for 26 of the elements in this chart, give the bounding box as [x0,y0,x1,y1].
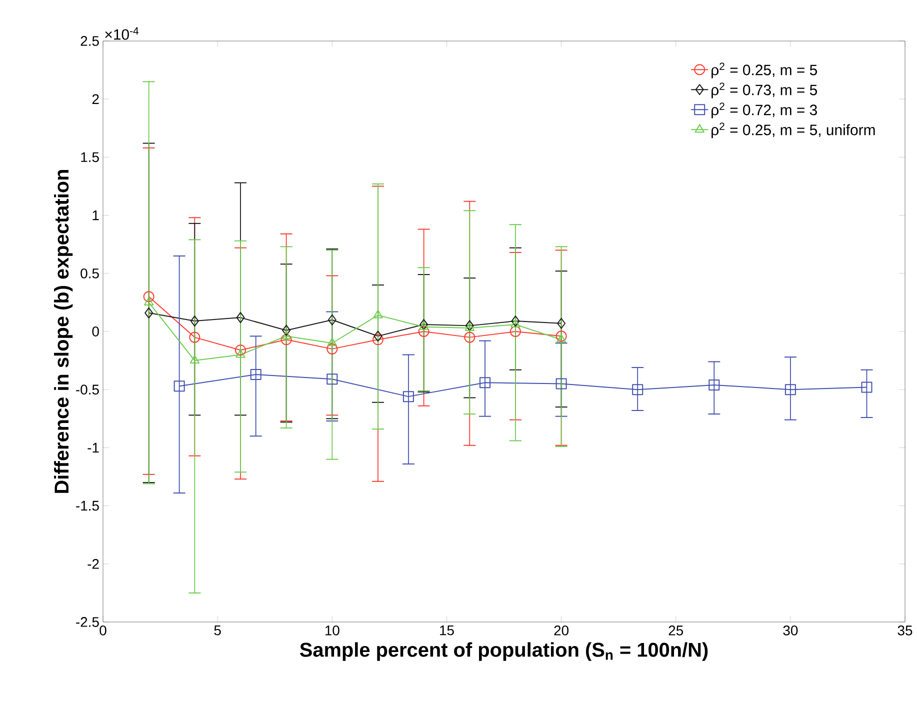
y-tick-label: 2 [92,94,99,104]
x-tick-label: 30 [783,626,798,636]
text: ×10$^{-4}$ [105,27,139,40]
y-tick-label: -1 [88,442,99,452]
y-tick-label: 1 [92,210,99,220]
x-tick-label: 5 [214,626,221,636]
x-tick-label: 15 [440,626,454,636]
x-axis-title: Sample percent of population (S$_{n}$ = 100n/N) [300,642,708,661]
legend-label: ρ$^{2}$ = 0.73, m = 5 [712,82,818,98]
legend-label: ρ$^{2}$ = 0.25, m = 5, uniform [712,122,875,138]
y-tick-label: -0.5 [76,384,99,395]
y-tick-label: -2 [88,559,99,569]
y-tick-label: 0.5 [80,268,99,278]
y-tick-label: 2.5 [80,36,99,46]
y-tick-label: -1.5 [76,500,99,511]
legend-label: ρ$^{2}$ = 0.25, m = 5 [712,62,818,78]
x-tick-label: 10 [325,626,340,636]
x-tick-label: 35 [898,626,912,636]
x-tick-label: 25 [668,626,684,636]
x-tick-label: 0 [100,626,106,636]
y-axis-title: Difference in slope (b) expectation [54,170,73,493]
y-tick-label: 0 [92,326,99,336]
x-tick-label: 20 [554,626,569,636]
y-tick-label: -2.5 [76,617,99,627]
legend-label: ρ$^{2}$ = 0.72, m = 3 [712,102,817,118]
y-tick-label: 1.5 [81,152,99,162]
